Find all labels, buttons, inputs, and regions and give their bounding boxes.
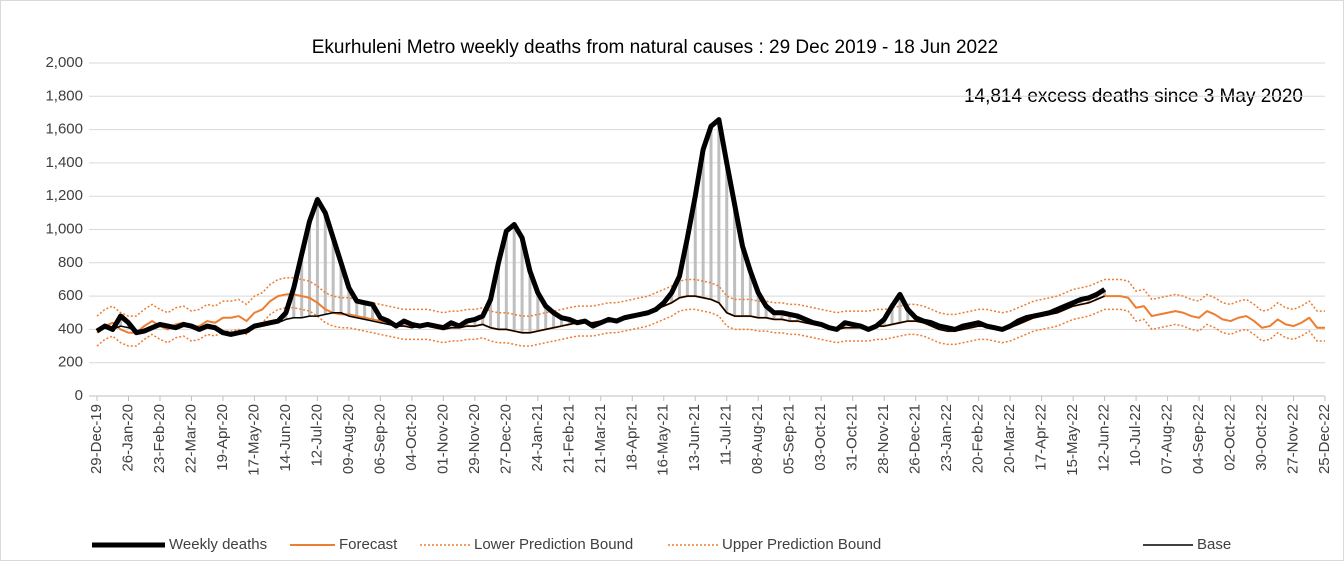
x-tick-label: 15-May-22: [1064, 404, 1081, 476]
series-line: [96, 295, 1105, 336]
x-tick-label: 17-Apr-22: [1033, 404, 1050, 471]
x-tick-label: 20-Feb-22: [970, 404, 987, 473]
y-tick-label: 2,000: [45, 54, 83, 71]
legend-label: Base: [1197, 536, 1231, 553]
x-tick-label: 21-Mar-21: [592, 404, 609, 473]
y-tick-label: 600: [58, 287, 83, 304]
legend-label: Upper Prediction Bound: [722, 536, 881, 553]
x-tick-label: 04-Oct-20: [403, 404, 420, 471]
x-tick-label: 26-Dec-21: [907, 404, 924, 474]
x-tick-label: 27-Nov-22: [1284, 404, 1301, 474]
x-tick-label: 24-Jan-21: [529, 404, 546, 472]
y-tick-label: 1,400: [45, 154, 83, 171]
legend-label: Weekly deaths: [169, 536, 267, 553]
series-line: [96, 277, 1325, 317]
y-tick-label: 1,800: [45, 87, 83, 104]
x-tick-label: 08-Aug-21: [749, 404, 766, 474]
legend-label: Forecast: [339, 536, 398, 553]
x-tick-label: 05-Sep-21: [781, 404, 798, 474]
x-tick-label: 17-May-20: [245, 404, 262, 476]
x-tick-label: 11-Jul-21: [718, 404, 735, 465]
x-tick-label: 10-Jul-22: [1127, 404, 1144, 467]
x-tick-label: 12-Jun-22: [1096, 404, 1113, 472]
series-line: [96, 307, 1325, 347]
x-tick-label: 23-Jan-22: [938, 404, 955, 472]
x-tick-label: 23-Feb-20: [151, 404, 168, 473]
chart-title: Ekurhuleni Metro weekly deaths from natu…: [312, 37, 999, 58]
x-tick-label: 07-Aug-22: [1159, 404, 1176, 474]
x-tick-label: 29-Dec-19: [88, 404, 105, 474]
x-tick-label: 21-Feb-21: [560, 404, 577, 473]
x-tick-label: 25-Dec-22: [1316, 404, 1333, 474]
x-tick-label: 18-Apr-21: [623, 404, 640, 471]
y-tick-label: 800: [58, 254, 83, 271]
legend-label: Lower Prediction Bound: [474, 536, 633, 553]
x-tick-label: 12-Jul-20: [308, 404, 325, 467]
y-tick-label: 0: [75, 387, 83, 404]
x-tick-label: 09-Aug-20: [340, 404, 357, 474]
x-tick-label: 29-Nov-20: [466, 404, 483, 474]
x-tick-label: 16-May-21: [655, 404, 672, 476]
x-tick-label: 31-Oct-21: [844, 404, 861, 471]
x-tick-label: 01-Nov-20: [434, 404, 451, 474]
x-tick-label: 04-Sep-22: [1190, 404, 1207, 474]
x-tick-label: 13-Jun-21: [686, 404, 703, 472]
x-tick-label: 28-Nov-21: [875, 404, 892, 474]
y-tick-label: 200: [58, 354, 83, 371]
x-tick-label: 03-Oct-21: [812, 404, 829, 471]
y-tick-label: 1,200: [45, 187, 83, 204]
x-tick-label: 19-Apr-20: [214, 404, 231, 471]
x-tick-label: 06-Sep-20: [371, 404, 388, 474]
x-tick-label: 22-Mar-20: [182, 404, 199, 473]
series-line: [95, 117, 1106, 337]
x-tick-label: 20-Mar-22: [1001, 404, 1018, 473]
y-tick-label: 1,600: [45, 121, 83, 138]
y-tick-label: 400: [58, 320, 83, 337]
x-tick-label: 26-Jan-20: [119, 404, 136, 472]
x-tick-label: 27-Dec-20: [497, 404, 514, 474]
x-tick-label: 30-Oct-22: [1253, 404, 1270, 471]
x-tick-label: 14-Jun-20: [277, 404, 294, 472]
x-tick-label: 02-Oct-22: [1222, 404, 1239, 471]
y-tick-label: 1,000: [45, 220, 83, 237]
